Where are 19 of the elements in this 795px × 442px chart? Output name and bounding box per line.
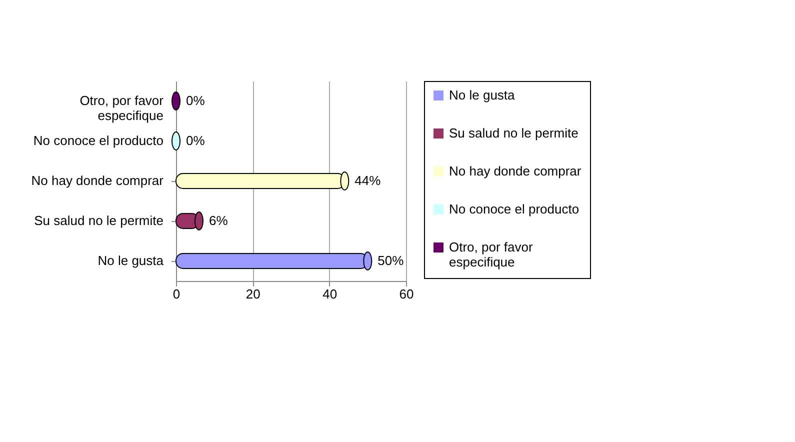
legend-label: No hay donde comprar xyxy=(449,164,582,178)
y-tick-label: No le gusta xyxy=(98,253,164,268)
y-tick-label: Su salud no le permite xyxy=(34,213,164,228)
x-tick-label: 60 xyxy=(399,286,414,302)
data-label: 0% xyxy=(186,93,206,108)
y-tick-label: No conoce el producto xyxy=(33,133,164,148)
legend-label: Su salud no le permite xyxy=(449,126,578,140)
x-tick-label: 0 xyxy=(172,286,180,302)
legend-label: No le gusta xyxy=(449,88,516,102)
data-label: 0% xyxy=(186,133,206,148)
legend-label: No conoce el producto xyxy=(449,202,580,216)
data-label: 50% xyxy=(378,253,404,268)
y-tick-label: No hay donde comprar xyxy=(31,173,164,188)
data-label: 44% xyxy=(354,173,382,188)
y-tick-label: Otro, por favor especifique xyxy=(80,93,164,123)
x-tick-label: 20 xyxy=(246,286,260,302)
x-tick-label: 40 xyxy=(322,286,338,302)
data-label: 6% xyxy=(209,213,228,228)
legend-label: Otro, por favor especifique xyxy=(449,240,534,270)
